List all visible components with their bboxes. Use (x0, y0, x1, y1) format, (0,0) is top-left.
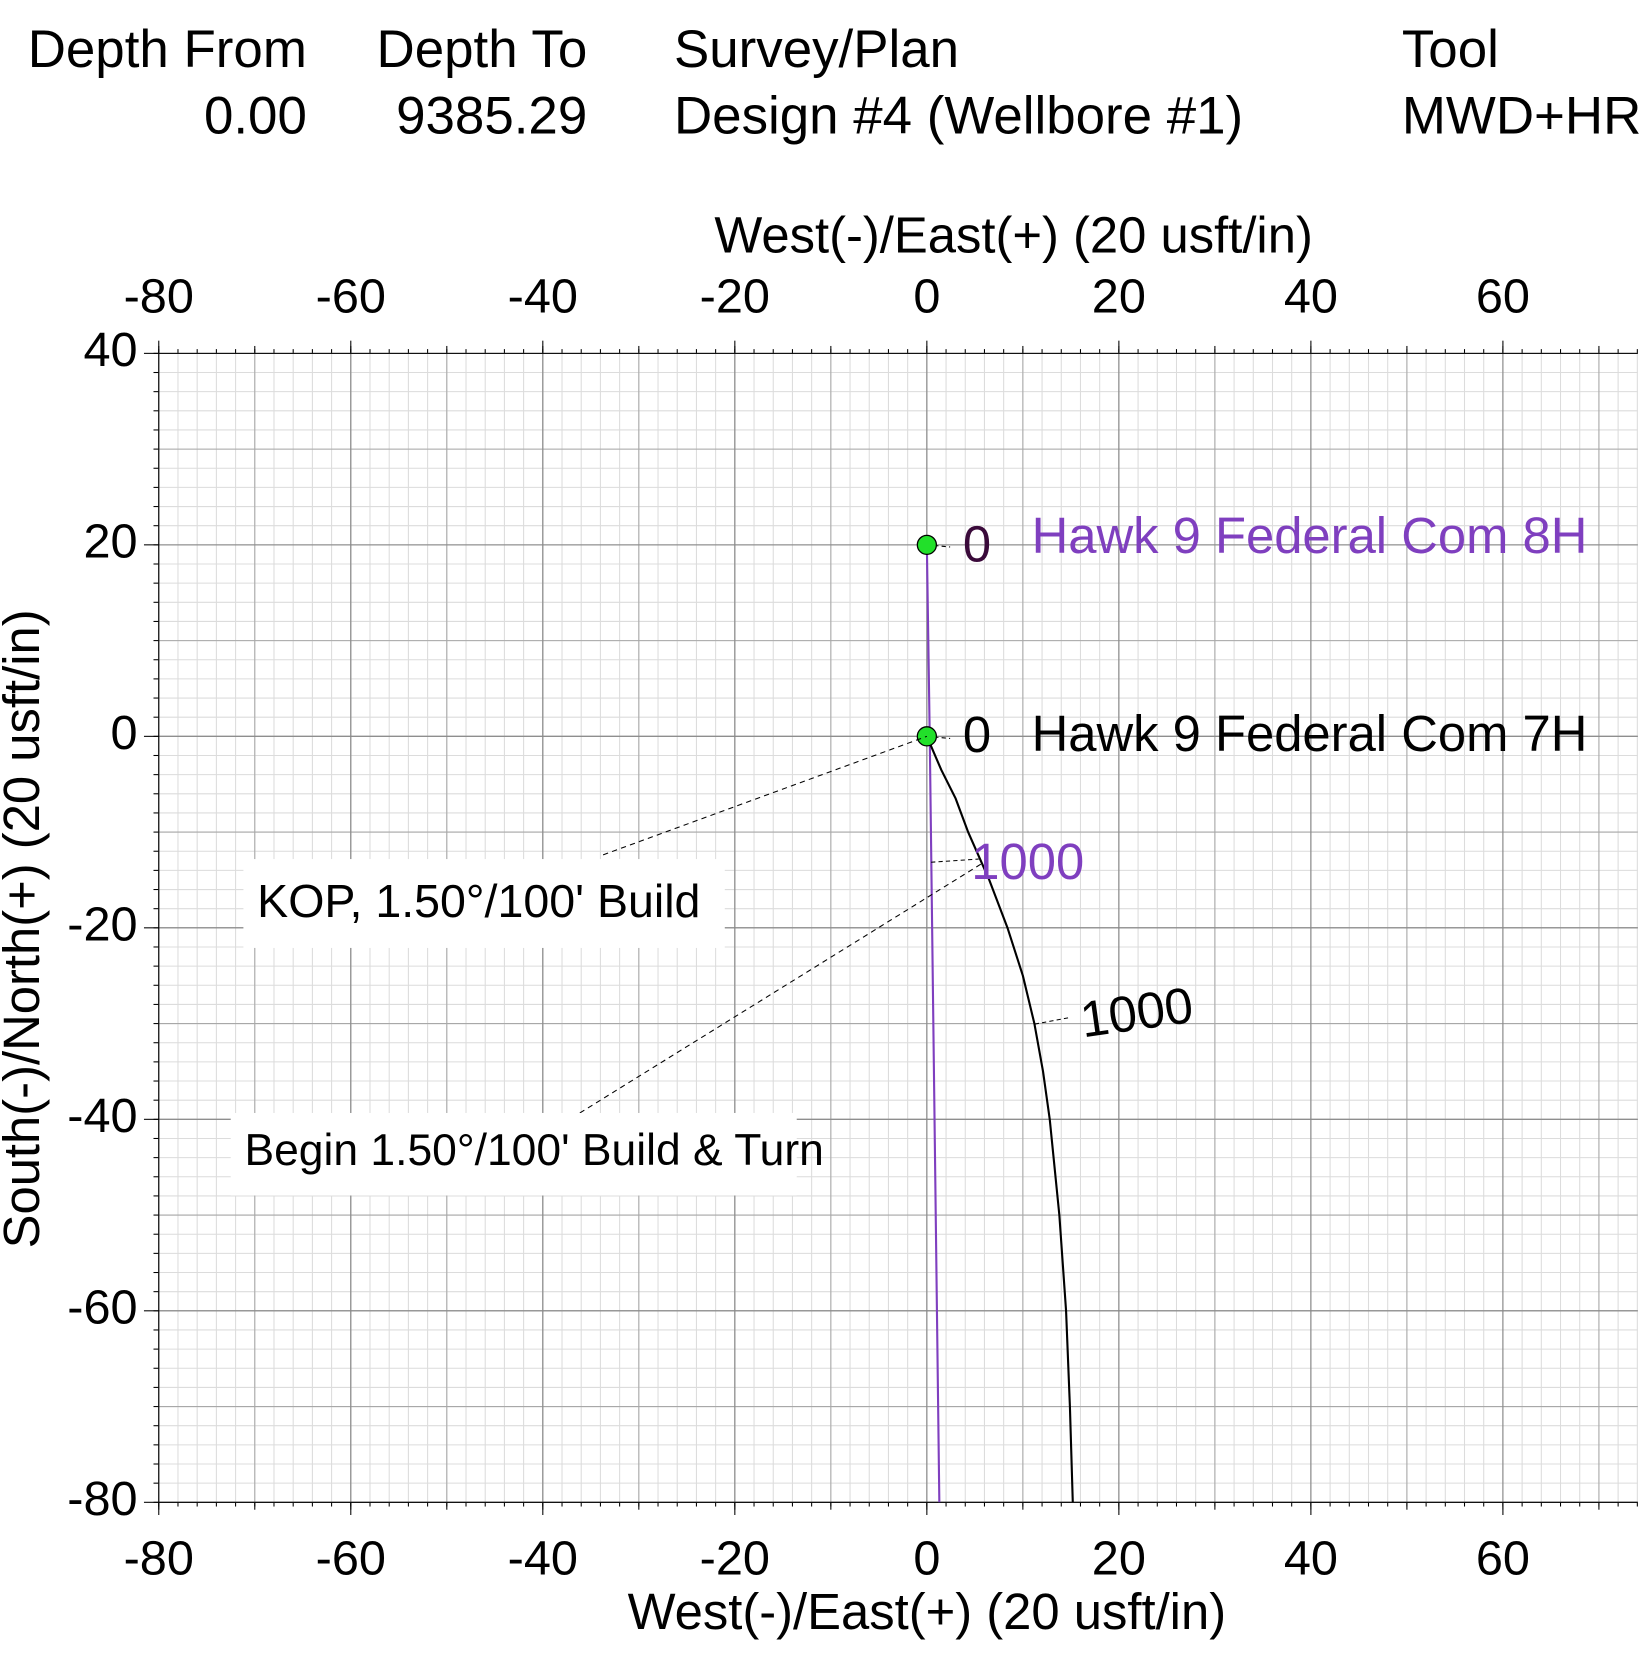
surface-marker (916, 534, 938, 556)
md-label: 1000 (971, 833, 1084, 890)
x-tick-label: -20 (700, 269, 770, 323)
y-tick-label: 0 (111, 706, 138, 760)
legend-label: Hawk 9 Federal Com 8H (1032, 507, 1588, 564)
x-axis-title: West(-)/East(+) (20 usft/in) (628, 1583, 1227, 1640)
leader (602, 735, 928, 856)
md-label: 0 (963, 706, 991, 763)
header-value: MWD+HR (1402, 87, 1640, 146)
legend-label: Hawk 9 Federal Com 7H (1032, 705, 1588, 762)
x-tick-label: -20 (700, 1531, 770, 1585)
x-tick-label: 40 (1284, 1531, 1338, 1585)
y-tick-label: 20 (83, 515, 137, 569)
annotation: Begin 1.50°/100' Build & Turn (244, 1126, 823, 1175)
leader (579, 861, 985, 1114)
header-value: 9385.29 (396, 87, 587, 146)
md-label: 0 (963, 515, 991, 572)
annotation: KOP, 1.50°/100' Build (257, 875, 700, 927)
x-tick-label: 20 (1092, 269, 1146, 323)
annotation-box (243, 859, 725, 948)
x-tick-label: 0 (913, 269, 940, 323)
x-tick-label: 60 (1476, 1531, 1530, 1585)
leader (1034, 1017, 1069, 1025)
x-tick-label: -60 (316, 269, 386, 323)
y-tick-label: -40 (67, 1089, 137, 1143)
header-title: Depth To (377, 20, 588, 79)
well-path (925, 735, 1074, 1503)
annotation-box (230, 1112, 797, 1196)
x-tick-label: -80 (124, 269, 194, 323)
header-title: Survey/Plan (674, 20, 959, 79)
header-value: Design #4 (Wellbore #1) (674, 87, 1243, 146)
x-tick-label: -40 (508, 269, 578, 323)
header-title: Tool (1402, 20, 1499, 79)
y-tick-label: -80 (67, 1472, 137, 1526)
y-axis-title: South(-)/North(+) (20 usft/in) (0, 609, 50, 1248)
y-tick-label: -60 (67, 1281, 137, 1335)
x-axis-title: West(-)/East(+) (20 usft/in) (714, 207, 1313, 264)
x-tick-label: 0 (913, 1531, 940, 1585)
x-tick-label: -60 (316, 1531, 386, 1585)
x-tick-label: -40 (508, 1531, 578, 1585)
y-tick-label: -20 (67, 898, 137, 952)
x-tick-label: -80 (124, 1531, 194, 1585)
leader (931, 858, 979, 863)
x-tick-label: 60 (1476, 269, 1530, 323)
y-tick-label: 40 (83, 323, 137, 377)
x-tick-label: 40 (1284, 269, 1338, 323)
x-tick-label: 20 (1092, 1531, 1146, 1585)
header-value: 0.00 (204, 87, 307, 146)
header-title: Depth From (28, 20, 307, 79)
md-label: 1000 (1077, 976, 1197, 1048)
